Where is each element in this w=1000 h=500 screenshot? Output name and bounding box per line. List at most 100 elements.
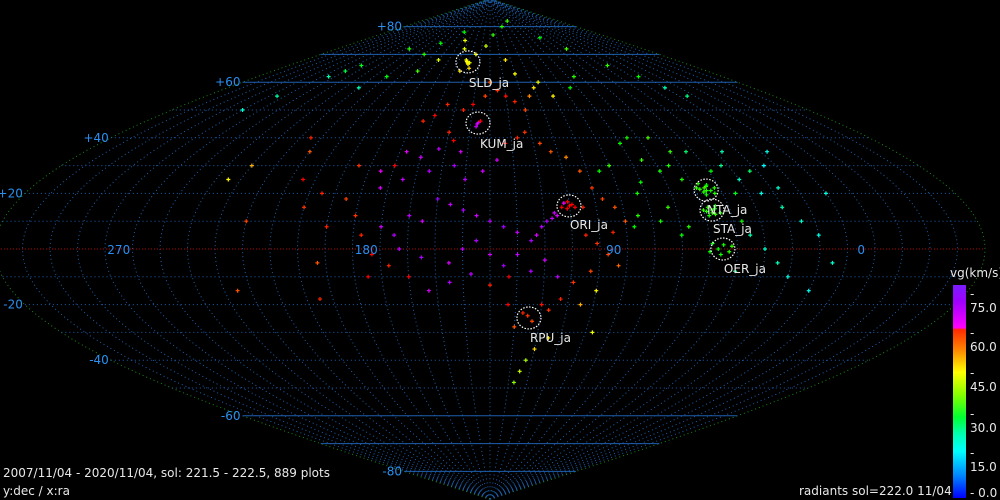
radiant-point	[577, 169, 582, 174]
colorbar-tick: - 30.0	[970, 407, 997, 435]
radiant-point	[436, 146, 441, 151]
radiant-point	[589, 185, 594, 190]
radiant-point	[406, 274, 411, 279]
shower-label: RPU_ja	[530, 331, 571, 345]
colorbar-tick: - 75.0	[970, 287, 997, 315]
meridian-line	[489, 0, 904, 500]
radiant-point	[701, 190, 706, 195]
radiant-point	[733, 269, 738, 274]
radiant-point	[594, 288, 599, 293]
radiant-point	[551, 94, 556, 99]
meridian-line	[241, 0, 491, 500]
radiant-point	[529, 238, 534, 243]
radiant-point	[713, 203, 718, 208]
radiant-point	[512, 99, 517, 104]
radiant-point	[806, 288, 811, 293]
radiant-point	[727, 249, 732, 254]
shower-circle	[710, 237, 736, 261]
radiant-point	[704, 188, 709, 193]
radiant-point	[737, 177, 742, 182]
radiant-point	[407, 46, 412, 51]
radiant-point	[632, 224, 637, 229]
radiant-point	[759, 191, 764, 196]
radiant-point	[708, 188, 713, 193]
radiant-point	[595, 241, 600, 246]
radiant-point	[501, 224, 506, 229]
radiant-point	[710, 210, 715, 215]
radiant-point	[427, 169, 432, 174]
radiant-point	[418, 155, 423, 160]
radiant-point	[590, 330, 595, 335]
radiant-point	[571, 280, 576, 285]
radiant-point	[697, 187, 702, 192]
radiant-point	[302, 205, 307, 210]
shower-label: STA_ja	[713, 222, 752, 236]
radiant-point	[747, 169, 752, 174]
shower-label: NTA_ja	[707, 203, 747, 217]
radiant-point	[420, 219, 425, 224]
radiant-point	[464, 57, 469, 62]
radiant-point	[816, 233, 821, 238]
meridian-line	[131, 0, 491, 500]
meridian-line	[159, 0, 491, 500]
radiant-point	[525, 313, 530, 318]
radiant-point	[636, 74, 641, 79]
radiant-point	[748, 233, 753, 238]
radiant-point	[503, 141, 508, 146]
radiant-point	[537, 35, 542, 40]
radiant-point	[392, 233, 397, 238]
radiant-point	[823, 191, 828, 196]
radiant-point	[555, 274, 560, 279]
radiant-point	[488, 283, 492, 288]
radiant-point	[710, 241, 715, 246]
radiant-point	[645, 135, 650, 140]
radiant-point	[686, 224, 691, 229]
radiant-point	[531, 85, 536, 90]
radiant-point	[616, 263, 621, 268]
radiant-point	[701, 208, 706, 213]
radiant-point	[324, 224, 329, 229]
radiant-point	[520, 310, 525, 315]
radiant-point	[488, 252, 492, 257]
radiant-point	[588, 269, 593, 274]
radiant-point	[235, 288, 240, 293]
radiant-point	[546, 335, 551, 340]
meridian-line	[489, 0, 518, 500]
radiant-point	[503, 57, 508, 62]
meridian-line	[489, 0, 546, 500]
meridian-line	[324, 0, 491, 500]
radiant-point	[506, 274, 511, 279]
dec-tick-label: +20	[0, 186, 23, 200]
radiant-point	[397, 247, 402, 251]
radiant-point	[712, 185, 717, 190]
radiant-point	[564, 46, 569, 51]
radiant-point	[491, 32, 496, 37]
radiant-point	[638, 180, 643, 185]
radiant-point	[704, 183, 709, 188]
radiant-point	[639, 158, 644, 163]
radiant-point	[523, 358, 528, 363]
shower-circle	[699, 198, 725, 222]
radiant-point	[607, 163, 612, 168]
radiant-point	[544, 219, 549, 224]
radiant-point	[635, 191, 640, 196]
radiant-point	[515, 230, 520, 235]
radiant-point	[474, 238, 479, 243]
radiant-point	[600, 196, 605, 201]
radiant-point	[555, 213, 560, 218]
radiant-point	[580, 205, 585, 210]
radiant-point	[446, 260, 451, 265]
radiant-point	[776, 185, 781, 190]
radiant-point	[344, 196, 349, 201]
radiant-point	[765, 149, 770, 154]
radiant-point	[461, 208, 466, 213]
colorbar-tick: - 45.0	[970, 366, 997, 394]
radiant-point	[404, 149, 409, 154]
shower-label: KUM_ja	[480, 137, 523, 151]
dec-tick-label: -60	[221, 409, 241, 423]
radiant-point	[400, 177, 405, 182]
meridian-line	[76, 0, 491, 500]
radiant-point	[635, 213, 640, 218]
radiant-point	[515, 252, 520, 257]
radiant-point	[569, 202, 574, 207]
